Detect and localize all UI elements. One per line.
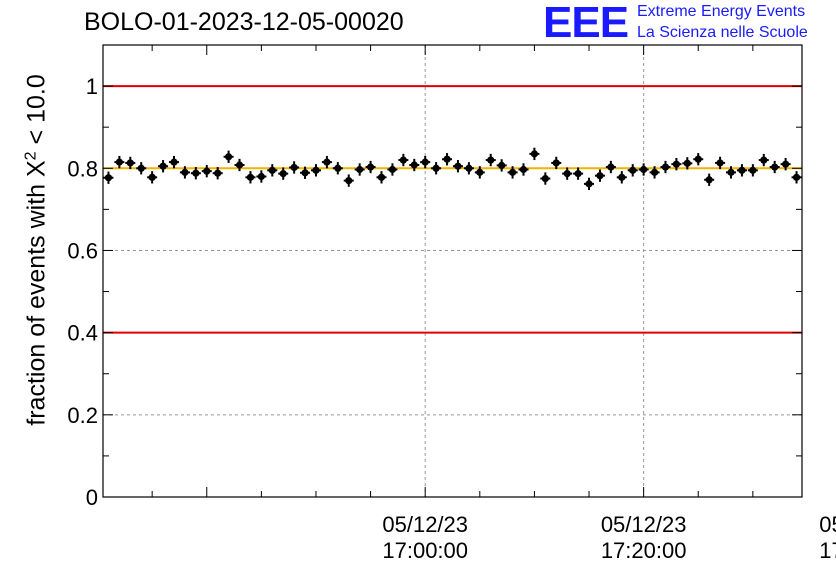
data-point <box>115 158 123 166</box>
data-point <box>650 168 659 176</box>
x-tick-label-time: 17:40:00 <box>819 538 836 563</box>
x-tick-label-time: 17:00:00 <box>382 538 468 563</box>
data-point <box>771 163 779 171</box>
data-point <box>257 172 265 181</box>
data-point <box>214 169 222 177</box>
data-point <box>148 173 156 181</box>
data-point <box>683 159 691 167</box>
data-point <box>694 155 702 163</box>
data-point <box>159 162 167 170</box>
data-point <box>192 169 200 177</box>
y-axis-label-suffix: < 10.0 <box>22 74 51 152</box>
plot-frame <box>102 44 803 498</box>
data-point <box>377 173 386 181</box>
data-point <box>541 174 549 183</box>
data-point <box>574 170 582 178</box>
data-point <box>705 176 713 184</box>
data-point <box>388 165 397 174</box>
data-point <box>410 161 418 169</box>
data-point <box>782 160 790 168</box>
y-axis-label-sup: 2 <box>22 151 40 161</box>
data-point <box>443 155 451 163</box>
data-point <box>661 163 670 171</box>
data-point <box>585 180 593 188</box>
data-point <box>487 156 495 164</box>
data-point <box>323 158 331 166</box>
data-point <box>312 166 320 174</box>
x-tick-label-time: 17:20:00 <box>601 538 687 563</box>
data-point <box>356 165 364 174</box>
chart-title: BOLO-01-2023-12-05-00020 <box>84 8 404 36</box>
data-point <box>399 156 407 164</box>
data-point <box>596 172 604 180</box>
data-point <box>552 159 560 167</box>
data-point <box>530 150 539 158</box>
data-point <box>629 166 637 174</box>
y-tick-label: 0.2 <box>67 403 98 428</box>
data-point <box>498 161 506 169</box>
x-tick-label-date: 05/12/23 <box>382 512 468 537</box>
data-point <box>476 168 484 176</box>
data-point <box>749 166 757 174</box>
data-point <box>334 164 342 172</box>
data-point <box>760 156 768 164</box>
y-axis-label-prefix: fraction of events with X <box>22 160 51 426</box>
x-tick-label-date: 05/12/23 <box>819 512 836 537</box>
data-point <box>279 170 287 178</box>
data-point <box>454 162 462 170</box>
y-axis-label: fraction of events with X2 < 10.0 <box>22 74 51 425</box>
data-point <box>727 168 735 176</box>
x-tick-label-date: 05/12/23 <box>601 512 687 537</box>
data-point <box>137 164 145 172</box>
data-point <box>672 160 680 168</box>
data-point <box>519 165 528 174</box>
y-tick-label: 1 <box>86 74 98 99</box>
data-point <box>432 164 440 172</box>
data-point <box>618 173 626 181</box>
data-point <box>792 173 801 181</box>
data-point <box>366 163 375 171</box>
y-tick-label: 0.4 <box>67 321 98 346</box>
data-point <box>738 166 746 174</box>
data-point <box>181 168 189 176</box>
y-tick-label: 0.6 <box>67 238 98 263</box>
data-point <box>246 173 255 181</box>
data-point <box>104 174 113 182</box>
logo-line-2: La Scienza nelle Scuole <box>637 24 808 41</box>
data-point <box>716 159 724 167</box>
data-point <box>563 170 571 178</box>
data-point <box>640 165 648 174</box>
data-point <box>421 158 429 166</box>
y-tick-label: 0 <box>86 485 98 510</box>
data-point <box>170 158 178 166</box>
data-point <box>203 167 211 175</box>
logo-line-1: Extreme Energy Events <box>637 3 806 20</box>
data-point <box>235 161 244 169</box>
data-point <box>345 177 353 185</box>
data-point <box>301 169 309 177</box>
eee-logo: EEE <box>543 0 629 47</box>
data-point <box>290 163 298 172</box>
data-point <box>508 168 517 176</box>
data-point <box>268 166 276 174</box>
data-point <box>225 153 233 161</box>
y-tick-label: 0.8 <box>67 156 98 181</box>
data-point <box>465 164 473 172</box>
data-point <box>126 159 134 167</box>
data-point <box>607 163 615 171</box>
